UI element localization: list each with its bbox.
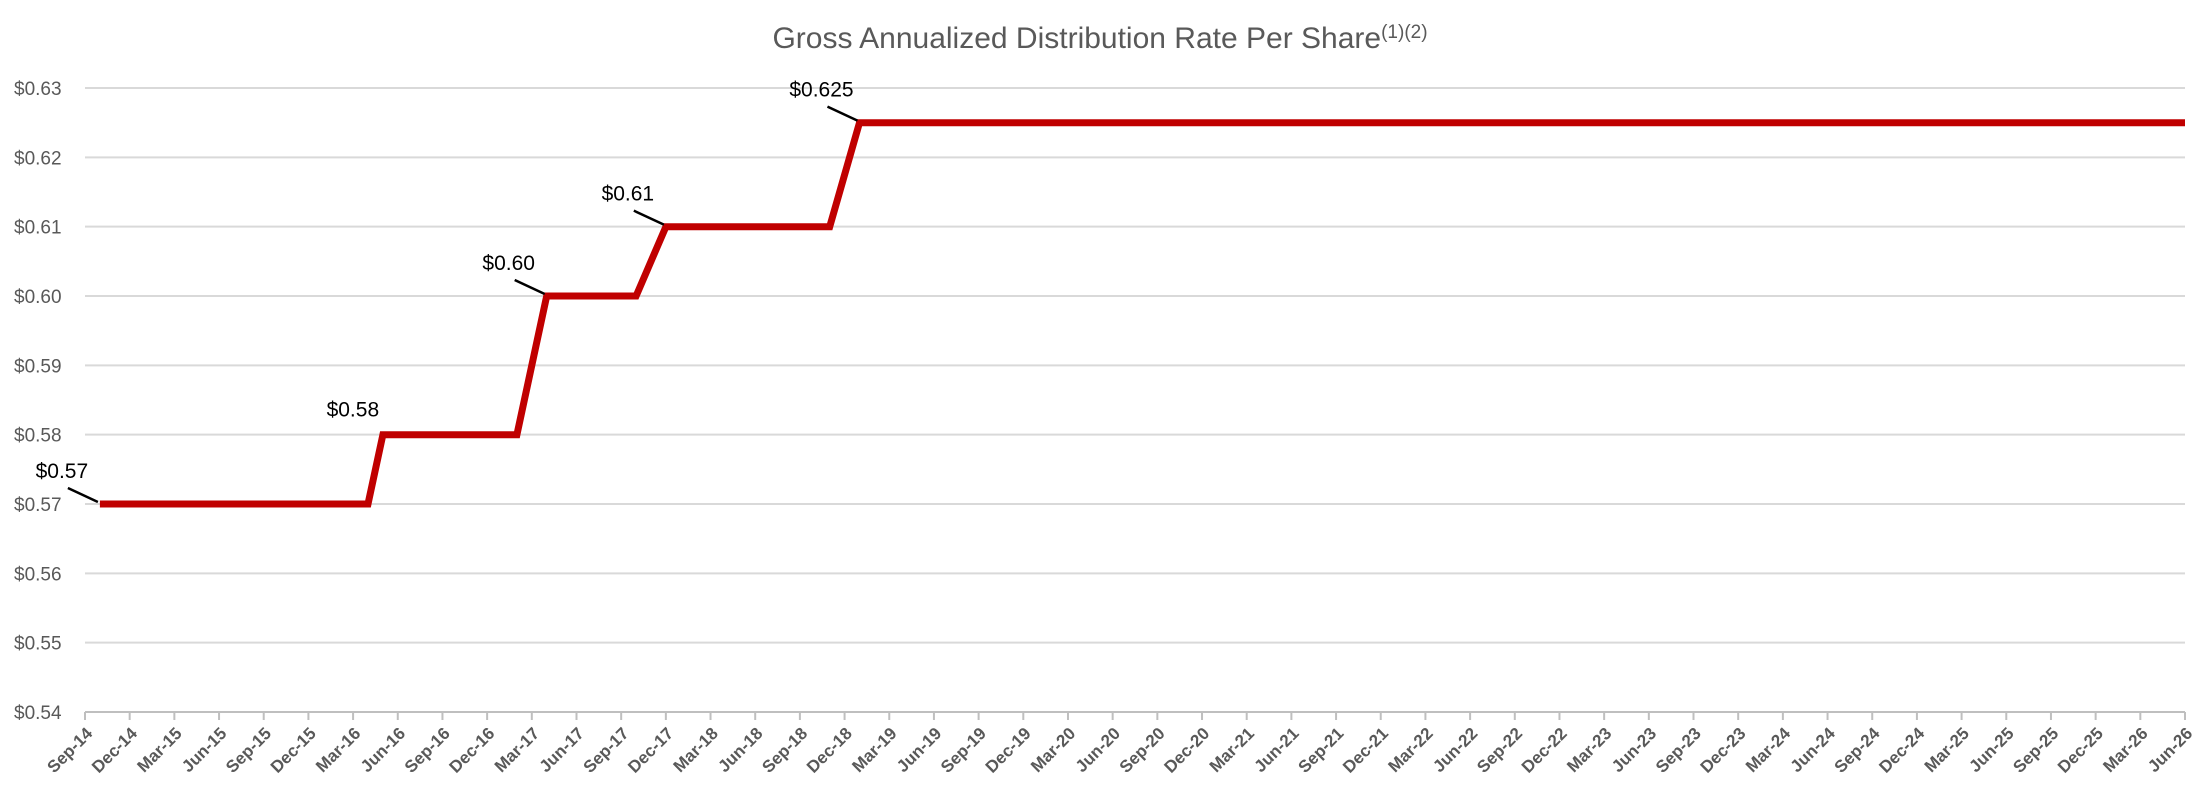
x-tick-label: Mar-19	[848, 724, 900, 776]
data-label-leader	[514, 278, 546, 296]
x-tick-label: Dec-19	[982, 724, 1035, 777]
x-tick-label: Jun-16	[357, 724, 409, 776]
x-tick-label: Sep-14	[43, 723, 96, 776]
y-tick-label: $0.63	[14, 79, 62, 100]
x-tick-label: Sep-19	[937, 724, 990, 777]
data-labels: $0.57 $0.58 $0.60 $0.61 $0.625	[36, 79, 858, 504]
x-tick-label: Sep-22	[1473, 724, 1526, 777]
y-tick-label: $0.61	[14, 218, 62, 239]
y-axis-tick-labels: $0.63 $0.62 $0.61 $0.60 $0.59 $0.58 $0.57 $0.56…	[14, 79, 62, 724]
x-tick-label: Dec-24	[1875, 723, 1928, 776]
x-tick-label: Jun-20	[1072, 724, 1124, 776]
x-axis-tick-labels: Sep-14Dec-14Mar-15Jun-15Sep-15Dec-15Mar-…	[43, 723, 2196, 776]
y-tick-label: $0.59	[14, 356, 62, 377]
x-tick-label: Mar-24	[1742, 724, 1795, 777]
x-tick-label: Sep-16	[401, 724, 454, 777]
data-label: $0.57	[36, 460, 89, 483]
chart-title-superscript: (1)(2)	[1381, 22, 1427, 43]
data-label-leader	[826, 105, 858, 122]
x-tick-label: Dec-22	[1518, 724, 1571, 777]
x-axis	[84, 711, 2186, 720]
series-line	[99, 119, 2185, 508]
x-tick-label: Jun-22	[1429, 724, 1481, 776]
x-tick-label: Mar-21	[1206, 724, 1258, 776]
x-tick-label: Dec-21	[1339, 724, 1392, 777]
x-tick-label: Jun-24	[1787, 723, 1840, 776]
x-tick-label: Sep-24	[1831, 723, 1884, 776]
x-tick-label: Dec-15	[267, 724, 320, 777]
data-label: $0.60	[482, 252, 535, 275]
x-tick-label: Mar-17	[491, 724, 543, 776]
x-tick-label: Sep-18	[758, 724, 811, 777]
y-tick-label: $0.57	[14, 495, 62, 516]
x-tick-label: Dec-17	[624, 724, 677, 777]
x-tick-label: Sep-23	[1652, 724, 1705, 777]
data-label-leader	[67, 486, 99, 504]
x-tick-label: Jun-17	[536, 724, 588, 776]
x-tick-label: Jun-23	[1608, 724, 1660, 776]
x-tick-label: Dec-18	[803, 724, 856, 777]
x-tick-label: Sep-25	[2009, 724, 2062, 777]
x-tick-label: Jun-21	[1251, 724, 1303, 776]
x-tick-label: Mar-23	[1563, 724, 1615, 776]
x-tick-label: Mar-16	[312, 724, 364, 776]
x-tick-label: Mar-20	[1027, 724, 1079, 776]
data-label: $0.58	[327, 399, 380, 422]
x-tick-label: Jun-19	[893, 724, 945, 776]
x-tick-label: Jun-25	[1965, 724, 2017, 776]
y-tick-label: $0.56	[14, 564, 62, 585]
data-label-leader	[633, 209, 665, 226]
x-tick-label: Mar-25	[1921, 724, 1973, 776]
chart-title: Gross Annualized Distribution Rate Per S…	[772, 22, 1427, 55]
data-label: $0.625	[789, 79, 853, 102]
x-tick-label: Jun-26	[2144, 724, 2196, 776]
gridlines	[85, 87, 2185, 644]
y-tick-label: $0.60	[14, 287, 62, 308]
data-label: $0.61	[602, 183, 655, 206]
x-tick-label: Dec-16	[446, 724, 499, 777]
y-tick-label: $0.62	[14, 148, 62, 169]
x-tick-label: Mar-15	[133, 724, 185, 776]
x-tick-label: Dec-23	[1697, 724, 1750, 777]
x-tick-label: Mar-22	[1385, 724, 1437, 776]
y-tick-label: $0.58	[14, 426, 62, 447]
x-tick-label: Jun-18	[714, 724, 766, 776]
x-tick-label: Sep-15	[222, 724, 275, 777]
x-tick-label: Dec-20	[1160, 724, 1213, 777]
x-tick-label: Jun-15	[178, 724, 230, 776]
x-tick-label: Sep-17	[580, 724, 633, 777]
x-tick-label: Mar-18	[670, 724, 722, 776]
chart-title-text: Gross Annualized Distribution Rate Per S…	[772, 22, 1381, 55]
series-lines	[99, 119, 2185, 508]
x-tick-label: Mar-26	[2099, 724, 2151, 776]
y-tick-label: $0.55	[14, 634, 62, 655]
x-tick-label: Sep-20	[1116, 724, 1169, 777]
x-tick-label: Dec-25	[2054, 724, 2107, 777]
x-tick-label: Sep-21	[1295, 724, 1348, 777]
x-tick-label: Dec-14	[88, 723, 141, 776]
y-tick-label: $0.54	[14, 703, 62, 724]
